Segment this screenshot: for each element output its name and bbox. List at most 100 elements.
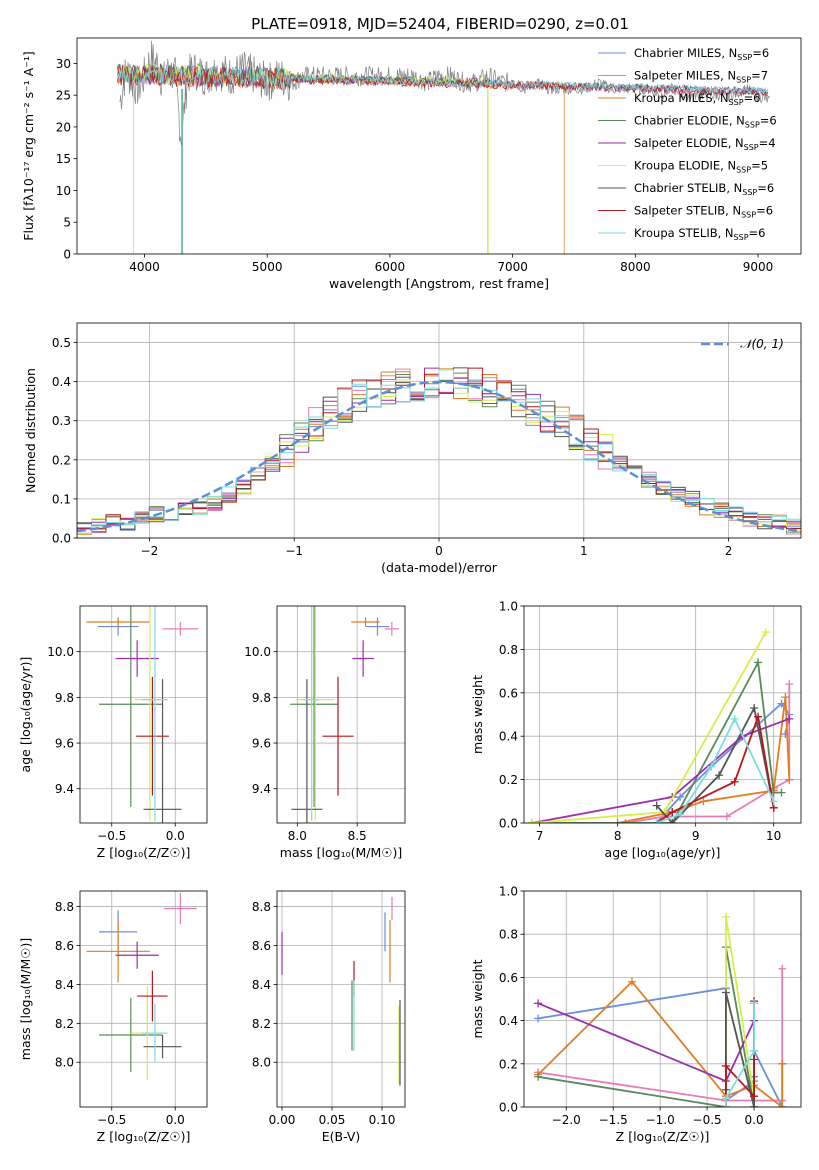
spectrum-plot-area — [117, 40, 771, 254]
panel-mass-weight-vs-Z: −2.0 −1.5 −1.0 −0.5 0.0 0.0 0.2 0.4 0.6 0.8 1.0 Z [… — [470, 885, 802, 1144]
y-tick-label: 20 — [56, 120, 71, 134]
weight-marker — [721, 988, 730, 997]
panel-residuals: −2 −1 0 1 2 0.0 0.1 0.2 0.3 0.4 0.5 (data-model)/er… — [23, 322, 802, 575]
weight-marker — [676, 810, 685, 819]
x-axis-label: Z [log₁₀(Z/Z☉)] — [97, 845, 191, 860]
model-spectrum-line — [117, 65, 769, 96]
legend-subscript: SSP — [736, 76, 751, 85]
y-tick-label: 0.2 — [499, 1057, 518, 1071]
x-axis-label: wavelength [Angstrom, rest frame] — [329, 276, 549, 291]
y-tick-label: 8.2 — [252, 1017, 271, 1031]
weight-marker — [707, 762, 716, 771]
y-tick-label: 9.8 — [55, 691, 74, 705]
y-tick-label: 5 — [63, 216, 71, 230]
legend-text: =6 — [744, 91, 761, 105]
weight-marker — [750, 1046, 759, 1055]
weight-marker — [722, 812, 731, 821]
y-tick-label: 0.0 — [499, 1101, 518, 1115]
y-tick-label: 8.0 — [55, 1056, 74, 1070]
legend-entry: 𝒩(0, 1) — [740, 337, 784, 351]
weight-marker — [750, 703, 759, 712]
legend-text: =6 — [756, 204, 773, 218]
legend-subscript: SSP — [736, 166, 751, 175]
y-tick-label: 8.8 — [252, 900, 271, 914]
axes-frame — [523, 605, 802, 824]
x-tick-label: −0.5 — [97, 1113, 126, 1127]
y-tick-label: 8.4 — [55, 978, 74, 992]
weight-marker — [652, 801, 661, 810]
legend-text: =6 — [749, 226, 766, 240]
grid — [80, 606, 207, 823]
x-tick-label: −0.5 — [693, 1113, 722, 1127]
x-tick-label: 0.0 — [166, 829, 185, 843]
y-tick-label: 0.1 — [52, 492, 71, 506]
weight-marker — [721, 1061, 730, 1070]
legend-entry: Salpeter MILES, NSSP=7 — [634, 69, 768, 85]
x-tick-label: −2.0 — [552, 1113, 581, 1127]
legend-text: Chabrier MILES, N — [634, 46, 737, 60]
legend-entry: Salpeter STELIB, NSSP=6 — [634, 204, 773, 220]
weight-line — [537, 980, 784, 1107]
x-tick-label: 6000 — [375, 260, 406, 274]
x-tick-label: 8000 — [620, 260, 651, 274]
weight-marker — [534, 1072, 543, 1081]
weight-marker — [778, 1059, 787, 1068]
x-tick-label: 9 — [692, 829, 700, 843]
legend-entry: Chabrier ELODIE, NSSP=6 — [634, 114, 777, 130]
y-tick-label: 30 — [56, 57, 71, 71]
weight-marker — [761, 628, 770, 637]
legend-subscript: SSP — [729, 98, 744, 107]
x-tick-label: 0.10 — [369, 1113, 396, 1127]
x-tick-label: 0.0 — [166, 1113, 185, 1127]
legend-text: Kroupa MILES, N — [634, 91, 729, 105]
weight-marker — [621, 819, 630, 823]
y-tick-label: 9.6 — [55, 737, 74, 751]
y-tick-label: 0.4 — [52, 375, 71, 389]
y-tick-label: 0.6 — [499, 686, 518, 700]
y-tick-label: 1.0 — [499, 885, 518, 899]
axes-frame — [79, 605, 208, 824]
weight-marker — [721, 1103, 730, 1107]
mass-weight-vs-Z-plot-area — [534, 912, 787, 1107]
x-axis-label: mass [log₁₀(M/M☉)] — [280, 845, 402, 860]
x-tick-label: 0.05 — [319, 1113, 346, 1127]
x-axis-label: Z [log₁₀(Z/Z☉)] — [97, 1129, 191, 1144]
weight-marker — [652, 819, 661, 823]
weight-marker — [699, 797, 708, 806]
y-tick-label: 1.0 — [499, 600, 518, 614]
weight-marker — [534, 1014, 543, 1023]
x-tick-label: −0.5 — [97, 829, 126, 843]
panel-mass-vs-ebv: 0.00 0.05 0.10 8.0 8.2 8.4 8.6 8.8 E(B-V) — [252, 890, 406, 1144]
weight-marker — [750, 1103, 759, 1107]
legend-entry: Chabrier MILES, NSSP=6 — [634, 46, 769, 62]
panel-mass-vs-Z: −0.5 0.0 8.0 8.2 8.4 8.6 8.8 Z [log₁₀(Z/Z☉)] mas… — [18, 890, 208, 1144]
legend-subscript: SSP — [742, 188, 757, 197]
y-axis-label: mass weight — [470, 675, 485, 754]
x-tick-label: −2 — [141, 544, 159, 558]
legend-text: =5 — [751, 159, 768, 173]
weight-marker — [721, 912, 730, 921]
residuals-legend: 𝒩(0, 1) — [701, 337, 784, 351]
y-tick-label: 9.4 — [252, 782, 271, 796]
weight-marker — [754, 712, 763, 721]
y-tick-label: 0.2 — [52, 453, 71, 467]
weight-marker — [668, 819, 677, 823]
axes-frame — [79, 890, 208, 1108]
y-tick-label: 0.8 — [499, 928, 518, 942]
legend-subscript: SSP — [734, 233, 749, 242]
figure-title: PLATE=0918, MJD=52404, FIBERID=0290, z=0… — [251, 15, 629, 33]
x-tick-label: 8.5 — [348, 829, 367, 843]
x-tick-label: 10 — [766, 829, 781, 843]
x-tick-label: 1 — [580, 544, 588, 558]
age-vs-mass-plot-area — [290, 606, 400, 823]
panel-age-vs-mass: 8.0 8.5 9.4 9.6 9.8 10.0 mass [log₁₀(M/M☉)] — [244, 605, 406, 860]
mass-vs-Z-plot-area — [86, 892, 197, 1080]
legend-subscript: SSP — [741, 211, 756, 220]
legend-subscript: SSP — [744, 143, 759, 152]
mass-vs-ebv-plot-area — [281, 896, 401, 1086]
grid — [80, 891, 207, 1107]
y-tick-label: 0.5 — [52, 336, 71, 350]
panel-mass-weight-vs-age: 7 8 9 10 0.0 0.2 0.4 0.6 0.8 1.0 age [log₁₀(age/yr… — [470, 600, 802, 860]
panel-age-vs-Z: −0.5 0.0 9.4 9.6 9.8 10.0 Z [log₁₀(Z/Z☉)] age [… — [18, 605, 208, 860]
axes-frame — [76, 37, 802, 255]
